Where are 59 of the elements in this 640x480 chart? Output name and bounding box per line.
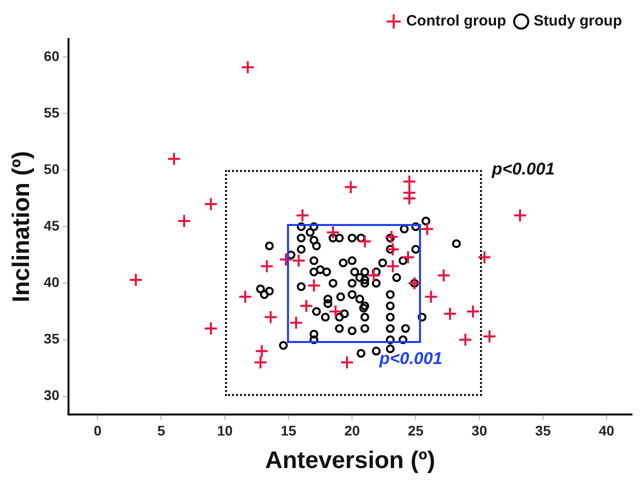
x-tick-label: 20 xyxy=(344,422,360,439)
point xyxy=(402,174,416,188)
point xyxy=(513,208,528,222)
point xyxy=(295,208,310,222)
legend-label: Control group xyxy=(406,12,506,30)
annotation: p<0.001 xyxy=(378,348,442,368)
point xyxy=(386,242,400,256)
point xyxy=(466,304,480,319)
point xyxy=(420,222,434,236)
point xyxy=(204,197,218,212)
x-tick-label: 30 xyxy=(472,422,488,439)
point xyxy=(260,259,274,274)
point xyxy=(264,310,278,324)
point xyxy=(289,316,304,330)
y-tick-label: 60 xyxy=(44,48,60,64)
y-tick-label: 50 xyxy=(44,161,60,178)
point xyxy=(401,250,416,264)
point xyxy=(384,230,399,244)
y-tick-label: 55 xyxy=(44,104,60,120)
point xyxy=(166,152,181,166)
point xyxy=(292,254,306,268)
x-tick-label: 35 xyxy=(535,422,551,439)
point xyxy=(299,298,314,313)
point xyxy=(424,290,438,304)
point xyxy=(238,290,252,304)
point xyxy=(366,268,381,282)
x-tick-label: 25 xyxy=(408,422,424,439)
point xyxy=(278,252,293,266)
point xyxy=(443,306,458,321)
annotation: p<0.001 xyxy=(490,159,555,178)
point xyxy=(358,234,372,248)
point xyxy=(344,180,358,194)
point xyxy=(386,259,400,274)
x-tick-label: 0 xyxy=(94,422,102,439)
point xyxy=(128,272,143,287)
point xyxy=(477,250,492,264)
y-tick-label: 45 xyxy=(44,218,60,234)
x-axis-title: Anteversion (º) xyxy=(265,447,436,474)
point xyxy=(306,278,321,292)
point xyxy=(254,344,269,358)
point xyxy=(340,355,354,370)
point xyxy=(328,304,343,319)
point xyxy=(204,321,218,336)
x-tick-label: 40 xyxy=(598,422,615,439)
point xyxy=(240,60,255,74)
point xyxy=(482,329,497,344)
point xyxy=(458,332,472,347)
x-tick-label: 10 xyxy=(217,422,233,439)
x-tick-label: 15 xyxy=(280,422,296,439)
legend-label: Study group xyxy=(534,12,622,30)
point xyxy=(253,355,268,370)
point xyxy=(177,214,192,228)
point xyxy=(436,268,451,282)
y-tick-label: 30 xyxy=(44,387,60,404)
y-axis-title: Inclination (º) xyxy=(8,150,36,302)
x-tick-label: 5 xyxy=(157,422,166,439)
y-tick-label: 35 xyxy=(44,330,60,347)
y-tick-label: 40 xyxy=(44,274,60,290)
point xyxy=(326,225,340,240)
